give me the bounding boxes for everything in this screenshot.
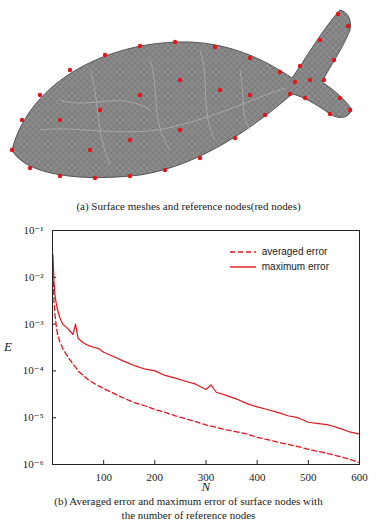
svg-text:600: 600: [351, 471, 368, 483]
svg-text:10⁻⁴: 10⁻⁴: [23, 364, 44, 376]
svg-text:400: 400: [249, 471, 266, 483]
svg-text:10⁻²: 10⁻²: [23, 271, 44, 283]
svg-text:10⁻¹: 10⁻¹: [23, 224, 43, 236]
svg-text:10⁻⁶: 10⁻⁶: [23, 458, 44, 470]
svg-text:200: 200: [147, 471, 164, 483]
svg-text:100: 100: [95, 471, 112, 483]
svg-text:10⁻⁵: 10⁻⁵: [23, 411, 44, 423]
svg-text:500: 500: [300, 471, 317, 483]
svg-text:10⁻³: 10⁻³: [23, 318, 44, 330]
